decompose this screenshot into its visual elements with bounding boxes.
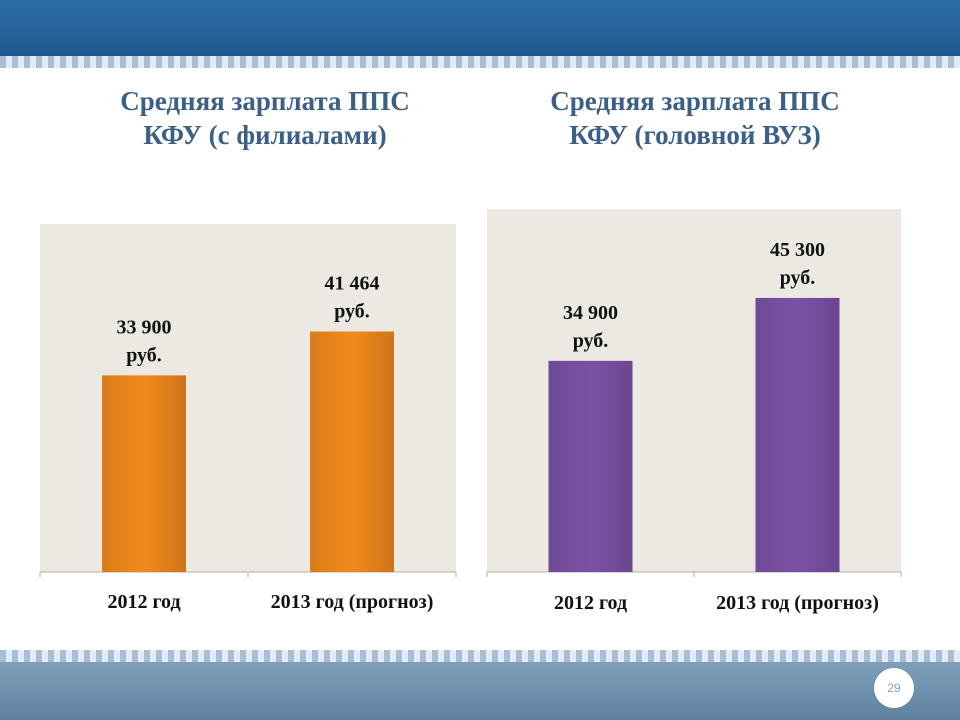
- chart-title-right-line1: Средняя зарплата ППС: [550, 86, 840, 116]
- page-number: 29: [874, 668, 914, 708]
- data-label-right-0-unit: руб.: [573, 330, 609, 352]
- chart-right: 34 900 руб. 2012 год 45 300 руб. 2013 год (пр…: [486, 209, 902, 614]
- bar-right-1: [755, 297, 840, 572]
- chart-title-right: Средняя зарплата ППС КФУ (головной ВУЗ): [485, 84, 905, 152]
- category-label-right-1: 2013 год (прогноз): [716, 592, 879, 614]
- chart-title-left: Средняя зарплата ППС КФУ (с филиалами): [55, 84, 475, 152]
- data-label-right-0-value: 34 900: [563, 302, 618, 324]
- bar-left-1: [310, 331, 394, 572]
- bar-left-0: [102, 375, 186, 572]
- data-label-left-1-unit: руб.: [334, 301, 370, 323]
- data-label-left-0-value: 33 900: [117, 316, 172, 338]
- data-label-left-1-value: 41 464: [325, 273, 380, 295]
- chart-title-left-line2: КФУ (с филиалами): [143, 120, 387, 150]
- chart-title-right-line2: КФУ (головной ВУЗ): [569, 120, 821, 150]
- chart-title-left-line1: Средняя зарплата ППС: [120, 86, 410, 116]
- category-label-right-0: 2012 год: [554, 592, 627, 614]
- data-label-right-1-unit: руб.: [780, 267, 816, 289]
- data-label-right-1-value: 45 300: [770, 239, 825, 261]
- chart-left: 33 900 руб. 2012 год 41 464 руб. 2013 год (пр…: [39, 224, 457, 613]
- data-label-left-0-unit: руб.: [126, 344, 162, 366]
- bar-right-0: [548, 360, 633, 572]
- header-ornament: [0, 56, 960, 68]
- footer-band: [0, 662, 960, 720]
- footer-ornament: [0, 650, 960, 662]
- category-label-left-1: 2013 год (прогноз): [271, 591, 434, 613]
- category-label-left-0: 2012 год: [107, 591, 180, 613]
- header-band: [0, 0, 960, 56]
